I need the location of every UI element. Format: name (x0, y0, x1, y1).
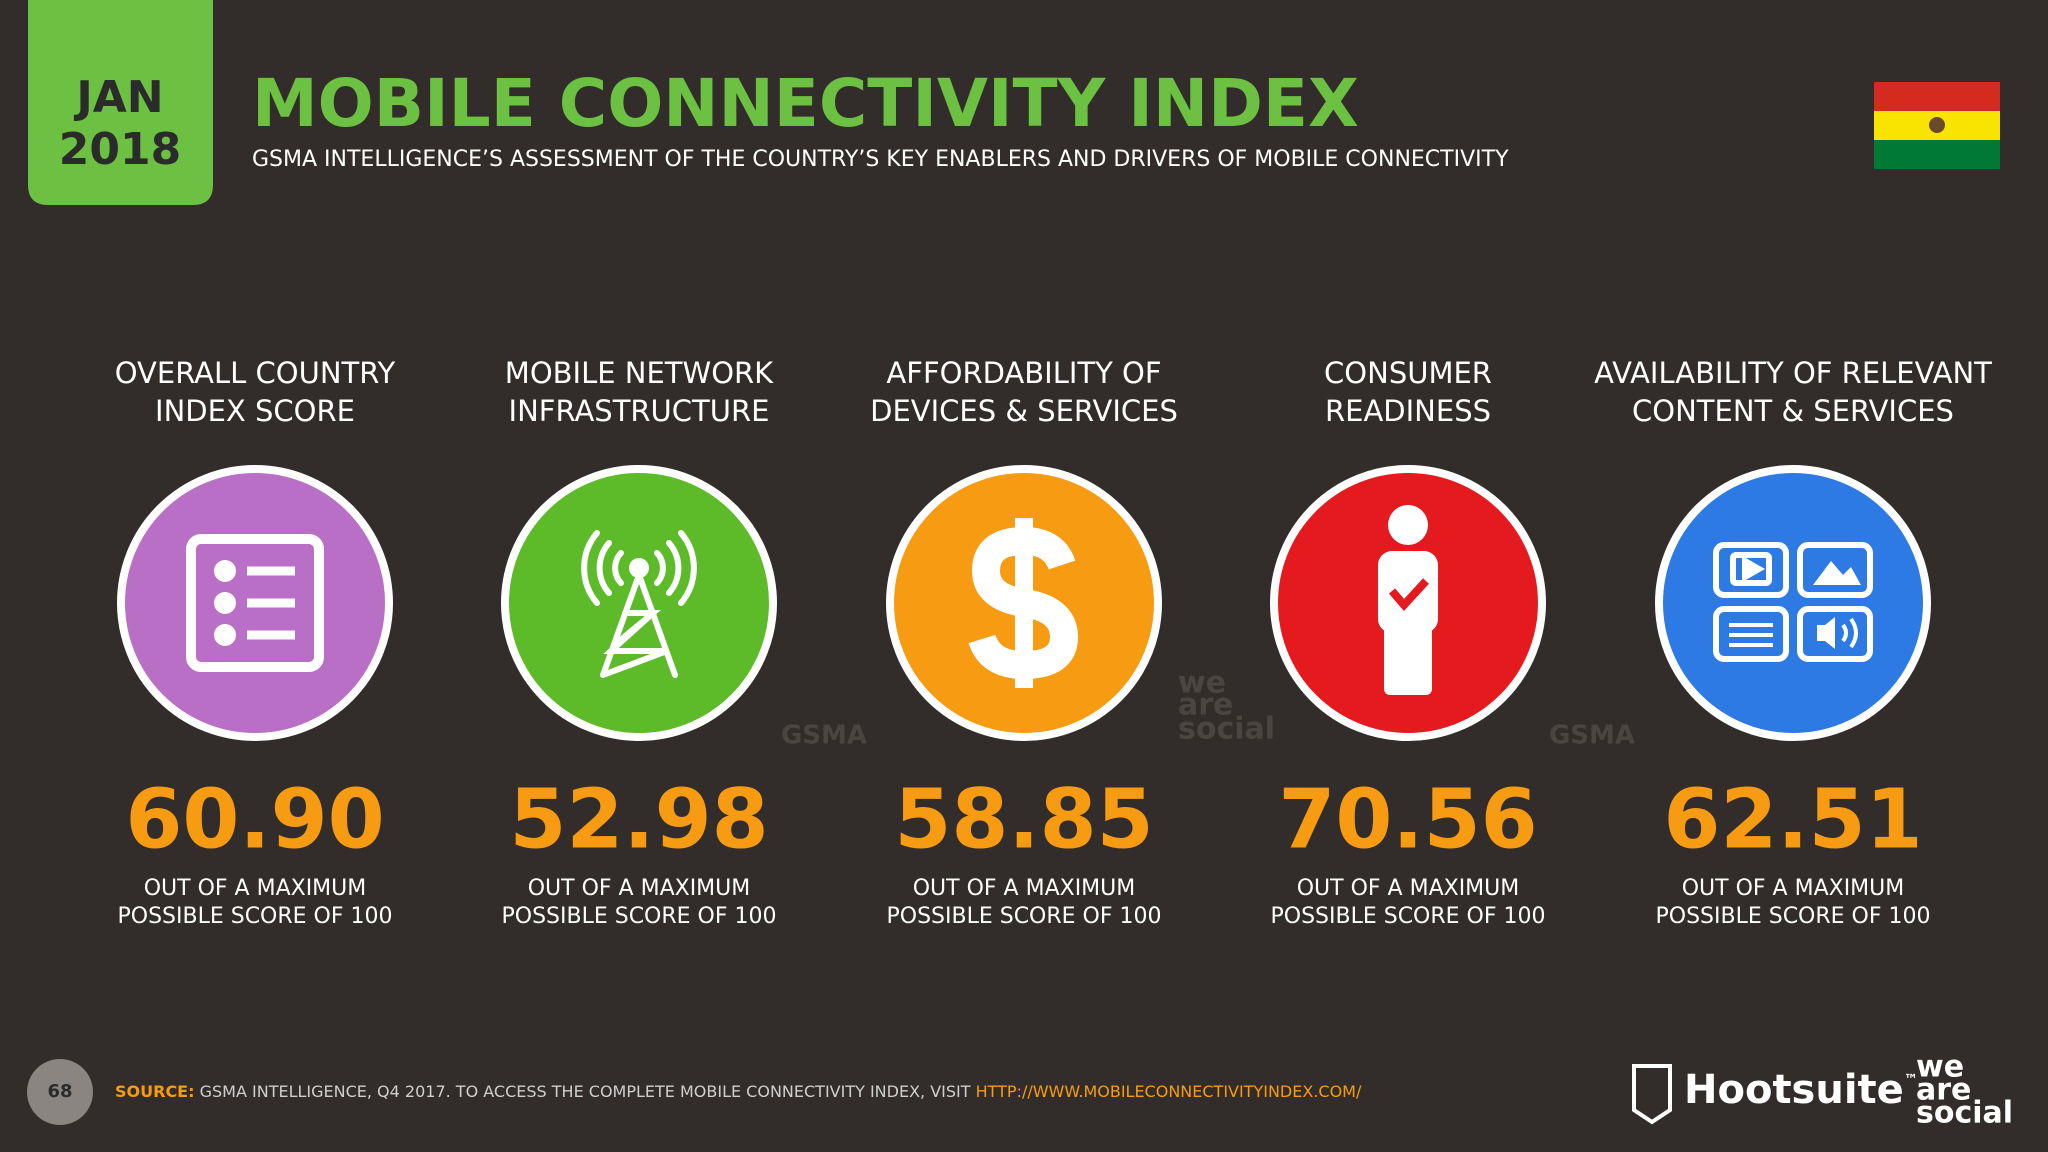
date-box (28, 0, 213, 205)
icon-media (1713, 542, 1873, 662)
watermark: we (1178, 666, 1226, 701)
brand: Hootsuite™ (1684, 1067, 1918, 1113)
item-caption: OUT OF A MAXIMUM (1682, 876, 1905, 901)
item-caption: POSSIBLE SCORE OF 100 (886, 904, 1161, 929)
item-caption: POSSIBLE SCORE OF 100 (501, 904, 776, 929)
source: SOURCE: GSMA INTELLIGENCE, Q4 2017. TO A… (115, 1082, 1362, 1101)
icon-tower (581, 530, 697, 678)
item-label: AVAILABILITY OF RELEVANT (1594, 356, 1992, 390)
watermark: social (1178, 712, 1275, 747)
item-label: CONTENT & SERVICES (1632, 394, 1954, 428)
item-label: MOBILE NETWORK (505, 356, 774, 390)
item-score: 60.90 (125, 772, 384, 867)
item-label: CONSUMER (1324, 356, 1492, 390)
partner-line: social (1916, 1096, 2013, 1131)
brand-tm: ™ (1904, 1072, 1918, 1088)
title: MOBILE CONNECTIVITY INDEX (252, 65, 1359, 142)
icon-list (186, 534, 324, 672)
source-url[interactable]: HTTP://WWW.MOBILECONNECTIVITYINDEX.COM/ (976, 1082, 1362, 1101)
item-caption: OUT OF A MAXIMUM (913, 876, 1136, 901)
icons (186, 505, 1873, 695)
watermark: GSMA (1549, 721, 1635, 751)
partner-line: we (1916, 1050, 1964, 1085)
page-badge (27, 1059, 93, 1125)
item-score: 62.51 (1663, 772, 1922, 867)
owl-logo (1632, 1064, 1672, 1125)
item-caption: POSSIBLE SCORE OF 100 (1270, 904, 1545, 929)
watermark: are (1178, 688, 1233, 723)
item-circle (501, 465, 777, 741)
item-label: INDEX SCORE (155, 394, 355, 428)
item-caption: OUT OF A MAXIMUM (528, 876, 751, 901)
date-year: 2018 (59, 124, 181, 175)
date-month: JAN (73, 72, 163, 123)
page-number: 68 (47, 1081, 72, 1102)
item-caption: POSSIBLE SCORE OF 100 (1655, 904, 1930, 929)
item-label: OVERALL COUNTRY (115, 356, 396, 390)
watermark: GSMA (781, 721, 867, 751)
item-label: DEVICES & SERVICES (870, 394, 1178, 428)
icon-dollar (968, 518, 1079, 688)
partner-line: are (1916, 1073, 1971, 1108)
subtitle: GSMA INTELLIGENCE’S ASSESSMENT OF THE CO… (252, 147, 1509, 172)
item-caption: POSSIBLE SCORE OF 100 (117, 904, 392, 929)
item-label: INFRASTRUCTURE (509, 394, 770, 428)
source-label: SOURCE: (115, 1082, 195, 1101)
item-label: READINESS (1325, 394, 1491, 428)
item-score: 70.56 (1278, 772, 1537, 867)
item-score: 52.98 (509, 772, 768, 867)
watermarks: GSMA we are social GSMA (781, 666, 1635, 751)
brand-name: Hootsuite (1684, 1067, 1904, 1113)
item-circle (1655, 465, 1931, 741)
item-caption: OUT OF A MAXIMUM (1297, 876, 1520, 901)
item-score: 58.85 (894, 772, 1153, 867)
item-label: AFFORDABILITY OF (886, 356, 1161, 390)
icon-person (1378, 505, 1438, 695)
source-text: GSMA INTELLIGENCE, Q4 2017. TO ACCESS TH… (200, 1082, 971, 1101)
item-caption: OUT OF A MAXIMUM (144, 876, 367, 901)
flag (1874, 82, 2000, 169)
